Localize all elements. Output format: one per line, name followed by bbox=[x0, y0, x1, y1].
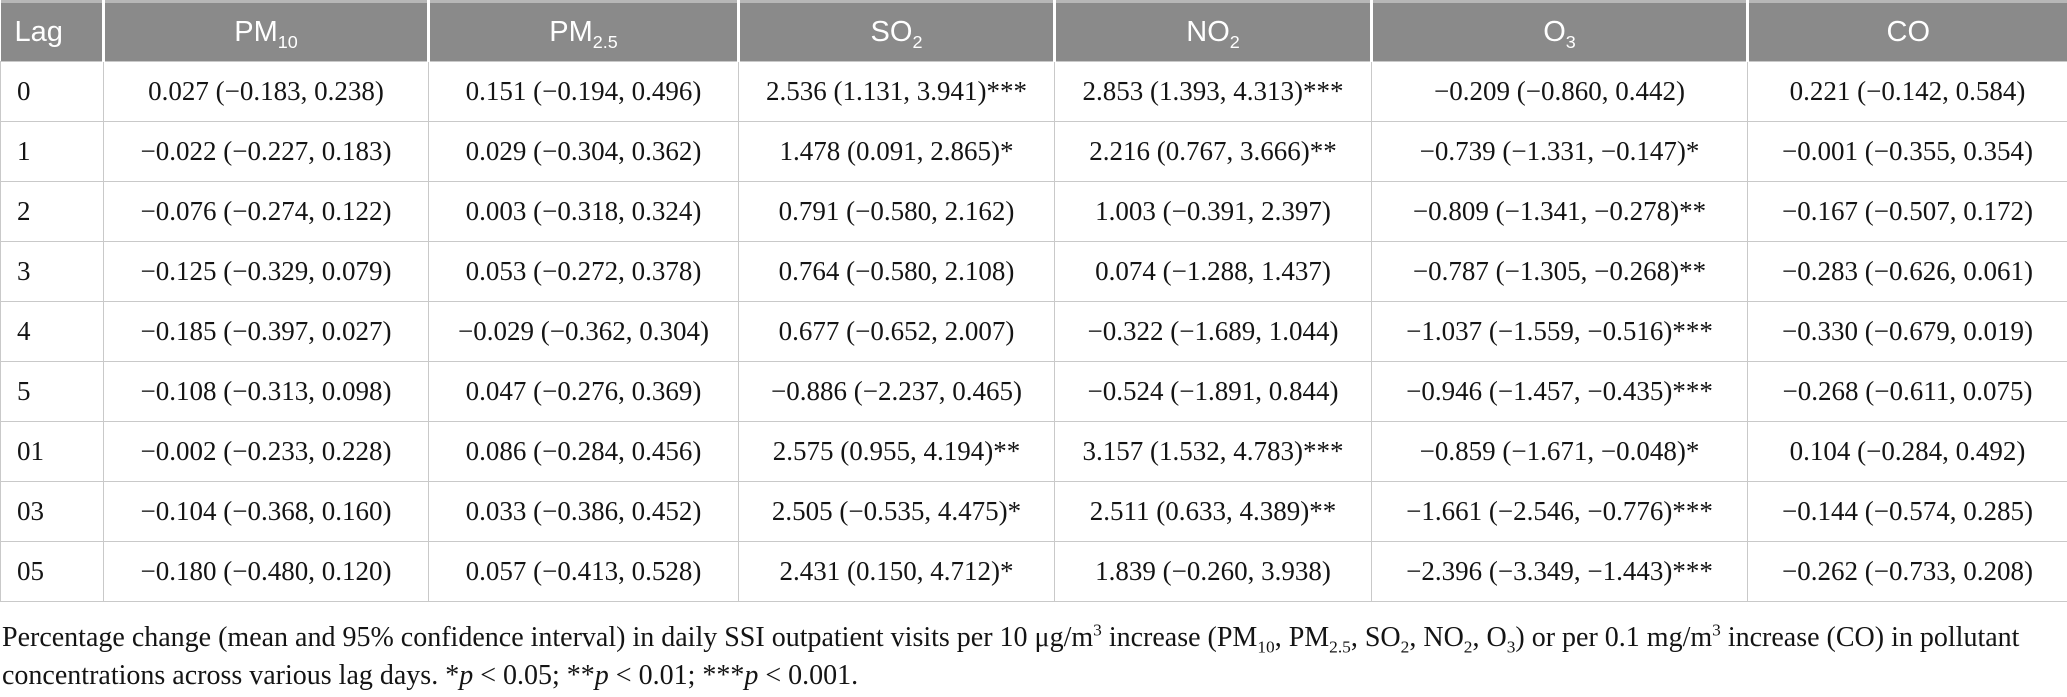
table-footnote: Percentage change (mean and 95% confiden… bbox=[2, 620, 2020, 691]
cell-pm10-lag4: −0.185 (−0.397, 0.027) bbox=[103, 301, 429, 362]
lag-cell-3: 3 bbox=[0, 241, 104, 302]
cell-o3-lag03: −1.661 (−2.546, −0.776)*** bbox=[1371, 481, 1748, 542]
cell-pm25-lag4: −0.029 (−0.362, 0.304) bbox=[428, 301, 739, 362]
cell-o3-lag2: −0.809 (−1.341, −0.278)** bbox=[1371, 181, 1748, 242]
cell-co-lag3: −0.283 (−0.626, 0.061) bbox=[1747, 241, 2067, 302]
column-header-label: PM bbox=[549, 15, 593, 48]
column-header-label: NO bbox=[1186, 15, 1230, 48]
column-header-pm25: PM2.5 bbox=[427, 1, 739, 62]
cell-pm25-lag01: 0.086 (−0.284, 0.456) bbox=[428, 421, 739, 482]
cell-pm10-lag2: −0.076 (−0.274, 0.122) bbox=[103, 181, 429, 242]
lag-cell-4: 4 bbox=[0, 301, 104, 362]
cell-co-lag1: −0.001 (−0.355, 0.354) bbox=[1747, 121, 2067, 182]
lag-cell-03: 03 bbox=[0, 481, 104, 542]
cell-pm25-lag2: 0.003 (−0.318, 0.324) bbox=[428, 181, 739, 242]
cell-pm25-lag0: 0.151 (−0.194, 0.496) bbox=[428, 61, 739, 122]
cell-pm25-lag03: 0.033 (−0.386, 0.452) bbox=[428, 481, 739, 542]
cell-no2-lag4: −0.322 (−1.689, 1.044) bbox=[1054, 301, 1372, 362]
cell-co-lag5: −0.268 (−0.611, 0.075) bbox=[1747, 361, 2067, 422]
lag-cell-0: 0 bbox=[0, 61, 104, 122]
column-header-label: O bbox=[1543, 15, 1566, 48]
cell-so2-lag3: 0.764 (−0.580, 2.108) bbox=[738, 241, 1055, 302]
cell-so2-lag05: 2.431 (0.150, 4.712)* bbox=[738, 541, 1055, 602]
cell-co-lag4: −0.330 (−0.679, 0.019) bbox=[1747, 301, 2067, 362]
column-header-so2: SO2 bbox=[737, 1, 1055, 62]
header-row: Lag PM10 PM2.5 SO2 NO2 O3 CO bbox=[0, 1, 2067, 62]
lag-cell-2: 2 bbox=[0, 181, 104, 242]
cell-so2-lag4: 0.677 (−0.652, 2.007) bbox=[738, 301, 1055, 362]
cell-co-lag2: −0.167 (−0.507, 0.172) bbox=[1747, 181, 2067, 242]
cell-o3-lag1: −0.739 (−1.331, −0.147)* bbox=[1371, 121, 1748, 182]
cell-no2-lag2: 1.003 (−0.391, 2.397) bbox=[1054, 181, 1372, 242]
cell-pm25-lag5: 0.047 (−0.276, 0.369) bbox=[428, 361, 739, 422]
cell-pm25-lag3: 0.053 (−0.272, 0.378) bbox=[428, 241, 739, 302]
column-header-lag: Lag bbox=[0, 1, 104, 62]
table-row-lag-5: 5 −0.108 (−0.313, 0.098) 0.047 (−0.276, 0.… bbox=[0, 361, 2067, 422]
cell-no2-lag5: −0.524 (−1.891, 0.844) bbox=[1054, 361, 1372, 422]
column-header-subscript: 10 bbox=[277, 31, 298, 52]
cell-o3-lag01: −0.859 (−1.671, −0.048)* bbox=[1371, 421, 1748, 482]
cell-so2-lag03: 2.505 (−0.535, 4.475)* bbox=[738, 481, 1055, 542]
cell-pm10-lag5: −0.108 (−0.313, 0.098) bbox=[103, 361, 429, 422]
column-header-label: PM bbox=[234, 15, 278, 48]
cell-no2-lag1: 2.216 (0.767, 3.666)** bbox=[1054, 121, 1372, 182]
cell-so2-lag5: −0.886 (−2.237, 0.465) bbox=[738, 361, 1055, 422]
lag-cell-05: 05 bbox=[0, 541, 104, 602]
table-row-lag-05: 05 −0.180 (−0.480, 0.120) 0.057 (−0.413, 0… bbox=[0, 541, 2067, 602]
column-header-pm10: PM10 bbox=[102, 1, 429, 62]
pollutant-lag-table: Lag PM10 PM2.5 SO2 NO2 O3 CO 0 0.027 (−0.183, 0… bbox=[0, 0, 2067, 602]
cell-pm10-lag03: −0.104 (−0.368, 0.160) bbox=[103, 481, 429, 542]
cell-o3-lag0: −0.209 (−0.860, 0.442) bbox=[1371, 61, 1748, 122]
cell-pm10-lag3: −0.125 (−0.329, 0.079) bbox=[103, 241, 429, 302]
column-header-label: SO bbox=[870, 15, 913, 48]
table-row-lag-01: 01 −0.002 (−0.233, 0.228) 0.086 (−0.284, 0… bbox=[0, 421, 2067, 482]
column-header-co: CO bbox=[1746, 1, 2067, 62]
cell-so2-lag1: 1.478 (0.091, 2.865)* bbox=[738, 121, 1055, 182]
cell-no2-lag03: 2.511 (0.633, 4.389)** bbox=[1054, 481, 1372, 542]
cell-co-lag03: −0.144 (−0.574, 0.285) bbox=[1747, 481, 2067, 542]
cell-no2-lag05: 1.839 (−0.260, 3.938) bbox=[1054, 541, 1372, 602]
cell-pm10-lag05: −0.180 (−0.480, 0.120) bbox=[103, 541, 429, 602]
lag-cell-5: 5 bbox=[0, 361, 104, 422]
column-header-no2: NO2 bbox=[1053, 1, 1372, 62]
column-header-subscript: 3 bbox=[1565, 31, 1576, 52]
cell-so2-lag2: 0.791 (−0.580, 2.162) bbox=[738, 181, 1055, 242]
table-row-lag-3: 3 −0.125 (−0.329, 0.079) 0.053 (−0.272, 0.… bbox=[0, 241, 2067, 302]
column-header-subscript: 2 bbox=[912, 31, 923, 52]
cell-o3-lag3: −0.787 (−1.305, −0.268)** bbox=[1371, 241, 1748, 302]
cell-pm25-lag05: 0.057 (−0.413, 0.528) bbox=[428, 541, 739, 602]
cell-so2-lag0: 2.536 (1.131, 3.941)*** bbox=[738, 61, 1055, 122]
cell-o3-lag4: −1.037 (−1.559, −0.516)*** bbox=[1371, 301, 1748, 362]
cell-o3-lag5: −0.946 (−1.457, −0.435)*** bbox=[1371, 361, 1748, 422]
table-header: Lag PM10 PM2.5 SO2 NO2 O3 CO bbox=[0, 1, 2067, 62]
column-header-subscript: 2.5 bbox=[592, 31, 618, 52]
lag-cell-1: 1 bbox=[0, 121, 104, 182]
table-row-lag-2: 2 −0.076 (−0.274, 0.122) 0.003 (−0.318, 0.… bbox=[0, 181, 2067, 242]
column-header-o3: O3 bbox=[1370, 1, 1748, 62]
column-header-label: Lag bbox=[14, 15, 63, 48]
column-header-label: CO bbox=[1886, 15, 1931, 48]
lag-cell-01: 01 bbox=[0, 421, 104, 482]
table-row-lag-0: 0 0.027 (−0.183, 0.238) 0.151 (−0.194, 0.4… bbox=[0, 61, 2067, 122]
table-row-lag-1: 1 −0.022 (−0.227, 0.183) 0.029 (−0.304, 0.… bbox=[0, 121, 2067, 182]
cell-co-lag05: −0.262 (−0.733, 0.208) bbox=[1747, 541, 2067, 602]
table-row-lag-4: 4 −0.185 (−0.397, 0.027) −0.029 (−0.362, 0… bbox=[0, 301, 2067, 362]
cell-co-lag0: 0.221 (−0.142, 0.584) bbox=[1747, 61, 2067, 122]
cell-no2-lag01: 3.157 (1.532, 4.783)*** bbox=[1054, 421, 1372, 482]
column-header-subscript: 2 bbox=[1229, 31, 1240, 52]
cell-pm10-lag1: −0.022 (−0.227, 0.183) bbox=[103, 121, 429, 182]
cell-no2-lag3: 0.074 (−1.288, 1.437) bbox=[1054, 241, 1372, 302]
table-body: 0 0.027 (−0.183, 0.238) 0.151 (−0.194, 0.4… bbox=[0, 61, 2067, 602]
cell-so2-lag01: 2.575 (0.955, 4.194)** bbox=[738, 421, 1055, 482]
cell-pm10-lag0: 0.027 (−0.183, 0.238) bbox=[103, 61, 429, 122]
cell-pm10-lag01: −0.002 (−0.233, 0.228) bbox=[103, 421, 429, 482]
table-row-lag-03: 03 −0.104 (−0.368, 0.160) 0.033 (−0.386, 0… bbox=[0, 481, 2067, 542]
cell-no2-lag0: 2.853 (1.393, 4.313)*** bbox=[1054, 61, 1372, 122]
cell-pm25-lag1: 0.029 (−0.304, 0.362) bbox=[428, 121, 739, 182]
cell-co-lag01: 0.104 (−0.284, 0.492) bbox=[1747, 421, 2067, 482]
cell-o3-lag05: −2.396 (−3.349, −1.443)*** bbox=[1371, 541, 1748, 602]
